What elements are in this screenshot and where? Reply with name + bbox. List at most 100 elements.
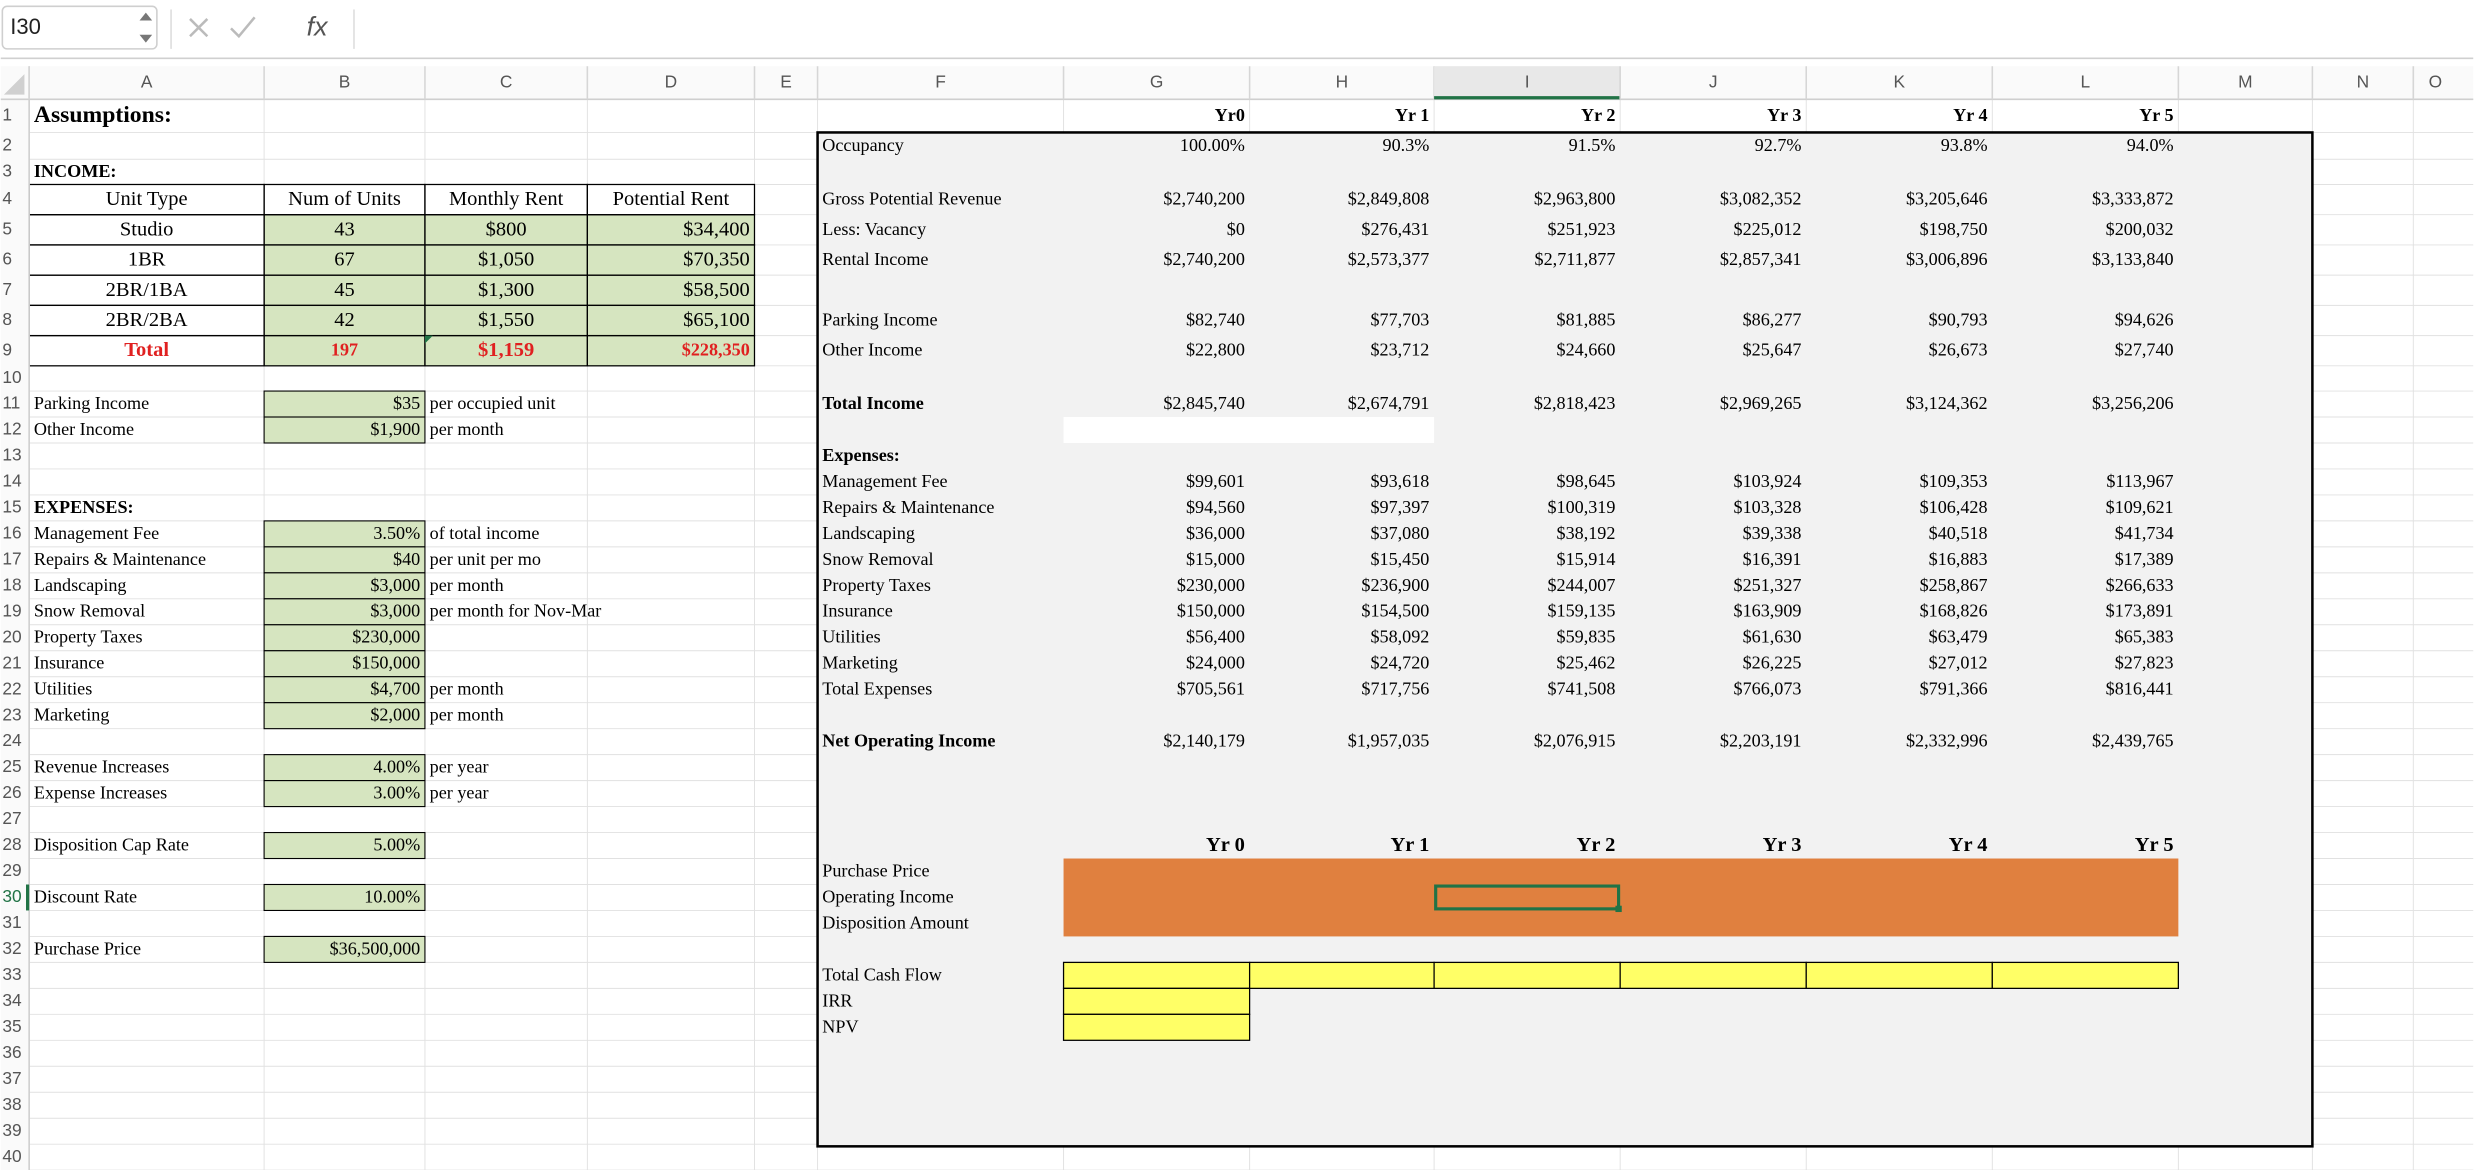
column-header[interactable]: A bbox=[141, 71, 153, 91]
row-header[interactable]: 27 bbox=[2, 808, 21, 828]
row-header[interactable]: 34 bbox=[2, 990, 22, 1010]
cell-text: $65,383 bbox=[2115, 627, 2174, 647]
column-header[interactable]: M bbox=[2238, 71, 2252, 91]
cell-text: Num of Units bbox=[288, 188, 401, 210]
row-header[interactable]: 35 bbox=[2, 1016, 21, 1036]
cell-text: Occupancy bbox=[822, 135, 904, 155]
row-header[interactable]: 26 bbox=[2, 782, 21, 802]
cell-text: $1,050 bbox=[478, 249, 534, 271]
cell-text: Purchase Price bbox=[34, 938, 141, 958]
cell-text: $103,924 bbox=[1734, 471, 1802, 491]
cell-text: 45 bbox=[334, 279, 354, 301]
cell-text: Revenue Increases bbox=[34, 757, 169, 777]
cell-text: Studio bbox=[120, 218, 174, 240]
column-header[interactable]: F bbox=[935, 71, 946, 91]
row-header[interactable]: 31 bbox=[2, 912, 21, 932]
row-header[interactable]: 28 bbox=[2, 834, 21, 854]
row-header[interactable]: 17 bbox=[2, 548, 21, 568]
cell-text: $791,366 bbox=[1920, 679, 1988, 699]
row-header[interactable]: 7 bbox=[2, 279, 12, 299]
cell-text: $159,135 bbox=[1547, 601, 1615, 621]
row-header[interactable]: 18 bbox=[2, 574, 21, 594]
column-header[interactable]: L bbox=[2081, 71, 2091, 91]
cell-text: $228,350 bbox=[682, 340, 750, 360]
name-box-spinner[interactable] bbox=[139, 12, 153, 43]
row-header[interactable]: 25 bbox=[2, 756, 21, 776]
row-header[interactable]: 3 bbox=[2, 160, 12, 180]
row-header[interactable]: 29 bbox=[2, 860, 21, 880]
row-header[interactable]: 4 bbox=[2, 188, 12, 208]
cell-text: Other Income bbox=[34, 419, 134, 439]
row-header[interactable]: 6 bbox=[2, 249, 12, 269]
column-header[interactable]: H bbox=[1336, 71, 1349, 91]
cell-text: $230,000 bbox=[1177, 575, 1245, 595]
row-header[interactable]: 19 bbox=[2, 600, 21, 620]
column-header[interactable]: I bbox=[1525, 71, 1530, 91]
row-header[interactable]: 15 bbox=[2, 496, 21, 516]
row-header[interactable]: 8 bbox=[2, 309, 12, 329]
cell-text: per month for Nov-Mar bbox=[430, 601, 602, 621]
column-header[interactable]: D bbox=[665, 71, 678, 91]
column-header[interactable]: K bbox=[1893, 71, 1905, 91]
cell-text: $3,205,646 bbox=[1906, 189, 1988, 209]
row-header[interactable]: 12 bbox=[2, 419, 21, 439]
cell-text: $103,328 bbox=[1734, 497, 1802, 517]
row-header[interactable]: 1 bbox=[2, 104, 12, 124]
row-header[interactable]: 32 bbox=[2, 938, 21, 958]
row-header[interactable]: 39 bbox=[2, 1120, 21, 1140]
cell-text: $4,700 bbox=[370, 679, 420, 699]
cell-text: $1,300 bbox=[478, 279, 534, 301]
column-header[interactable]: G bbox=[1150, 71, 1163, 91]
row-header[interactable]: 22 bbox=[2, 678, 21, 698]
cell-text: $163,909 bbox=[1734, 601, 1802, 621]
row-header[interactable]: 14 bbox=[2, 471, 22, 491]
column-header[interactable]: E bbox=[780, 71, 792, 91]
column-header[interactable]: O bbox=[2429, 71, 2442, 91]
cell-text: $244,007 bbox=[1547, 575, 1615, 595]
enter-icon[interactable] bbox=[230, 16, 256, 39]
cell-text: $2,740,200 bbox=[1163, 189, 1245, 209]
cell-text: Yr 4 bbox=[1953, 105, 1987, 125]
function-button[interactable]: fx bbox=[307, 11, 329, 41]
name-box[interactable] bbox=[1, 5, 158, 50]
row-header[interactable]: 36 bbox=[2, 1042, 21, 1062]
cell-text: $2,203,191 bbox=[1720, 731, 1802, 751]
cell-text: Yr 3 bbox=[1767, 105, 1801, 125]
cell-text: $81,885 bbox=[1557, 309, 1616, 329]
column-header[interactable]: C bbox=[500, 71, 513, 91]
cell-text: $27,823 bbox=[2115, 653, 2174, 673]
row-header[interactable]: 21 bbox=[2, 652, 21, 672]
cancel-icon[interactable] bbox=[189, 18, 209, 38]
row-header[interactable]: 11 bbox=[2, 393, 20, 413]
row-header[interactable]: 38 bbox=[2, 1094, 21, 1114]
row-header[interactable]: 9 bbox=[2, 339, 12, 359]
row-header[interactable]: 37 bbox=[2, 1068, 21, 1088]
row-header[interactable]: 30 bbox=[2, 886, 21, 906]
cell-text: $3,082,352 bbox=[1720, 189, 1802, 209]
row-header[interactable]: 10 bbox=[2, 367, 21, 387]
row-header[interactable]: 40 bbox=[2, 1146, 21, 1166]
row-header[interactable]: 5 bbox=[2, 218, 12, 238]
cell-text: $258,867 bbox=[1920, 575, 1988, 595]
cell-text: Less: Vacancy bbox=[822, 219, 926, 239]
row-header[interactable]: 16 bbox=[2, 522, 21, 542]
cell-text: $800 bbox=[486, 218, 527, 240]
cell-text: 92.7% bbox=[1755, 135, 1802, 155]
cell-text: $99,601 bbox=[1186, 471, 1245, 491]
row-header[interactable]: 2 bbox=[2, 134, 12, 154]
row-header[interactable]: 20 bbox=[2, 626, 21, 646]
column-header[interactable]: B bbox=[339, 71, 351, 91]
row-header[interactable]: 33 bbox=[2, 964, 21, 984]
cell-text: $109,353 bbox=[1920, 471, 1988, 491]
column-header[interactable]: N bbox=[2357, 71, 2370, 91]
cell-text: Yr 5 bbox=[2139, 105, 2173, 125]
column-header[interactable]: J bbox=[1709, 71, 1718, 91]
column-header-bar bbox=[0, 66, 2474, 100]
row-header[interactable]: 13 bbox=[2, 445, 21, 465]
row-header[interactable]: 23 bbox=[2, 704, 21, 724]
row-header[interactable]: 24 bbox=[2, 730, 22, 750]
cell-text: 67 bbox=[334, 249, 354, 271]
cell-text: $98,645 bbox=[1557, 471, 1616, 491]
cell-text: $70,350 bbox=[683, 249, 750, 271]
cell-text: Yr 2 bbox=[1581, 105, 1615, 125]
